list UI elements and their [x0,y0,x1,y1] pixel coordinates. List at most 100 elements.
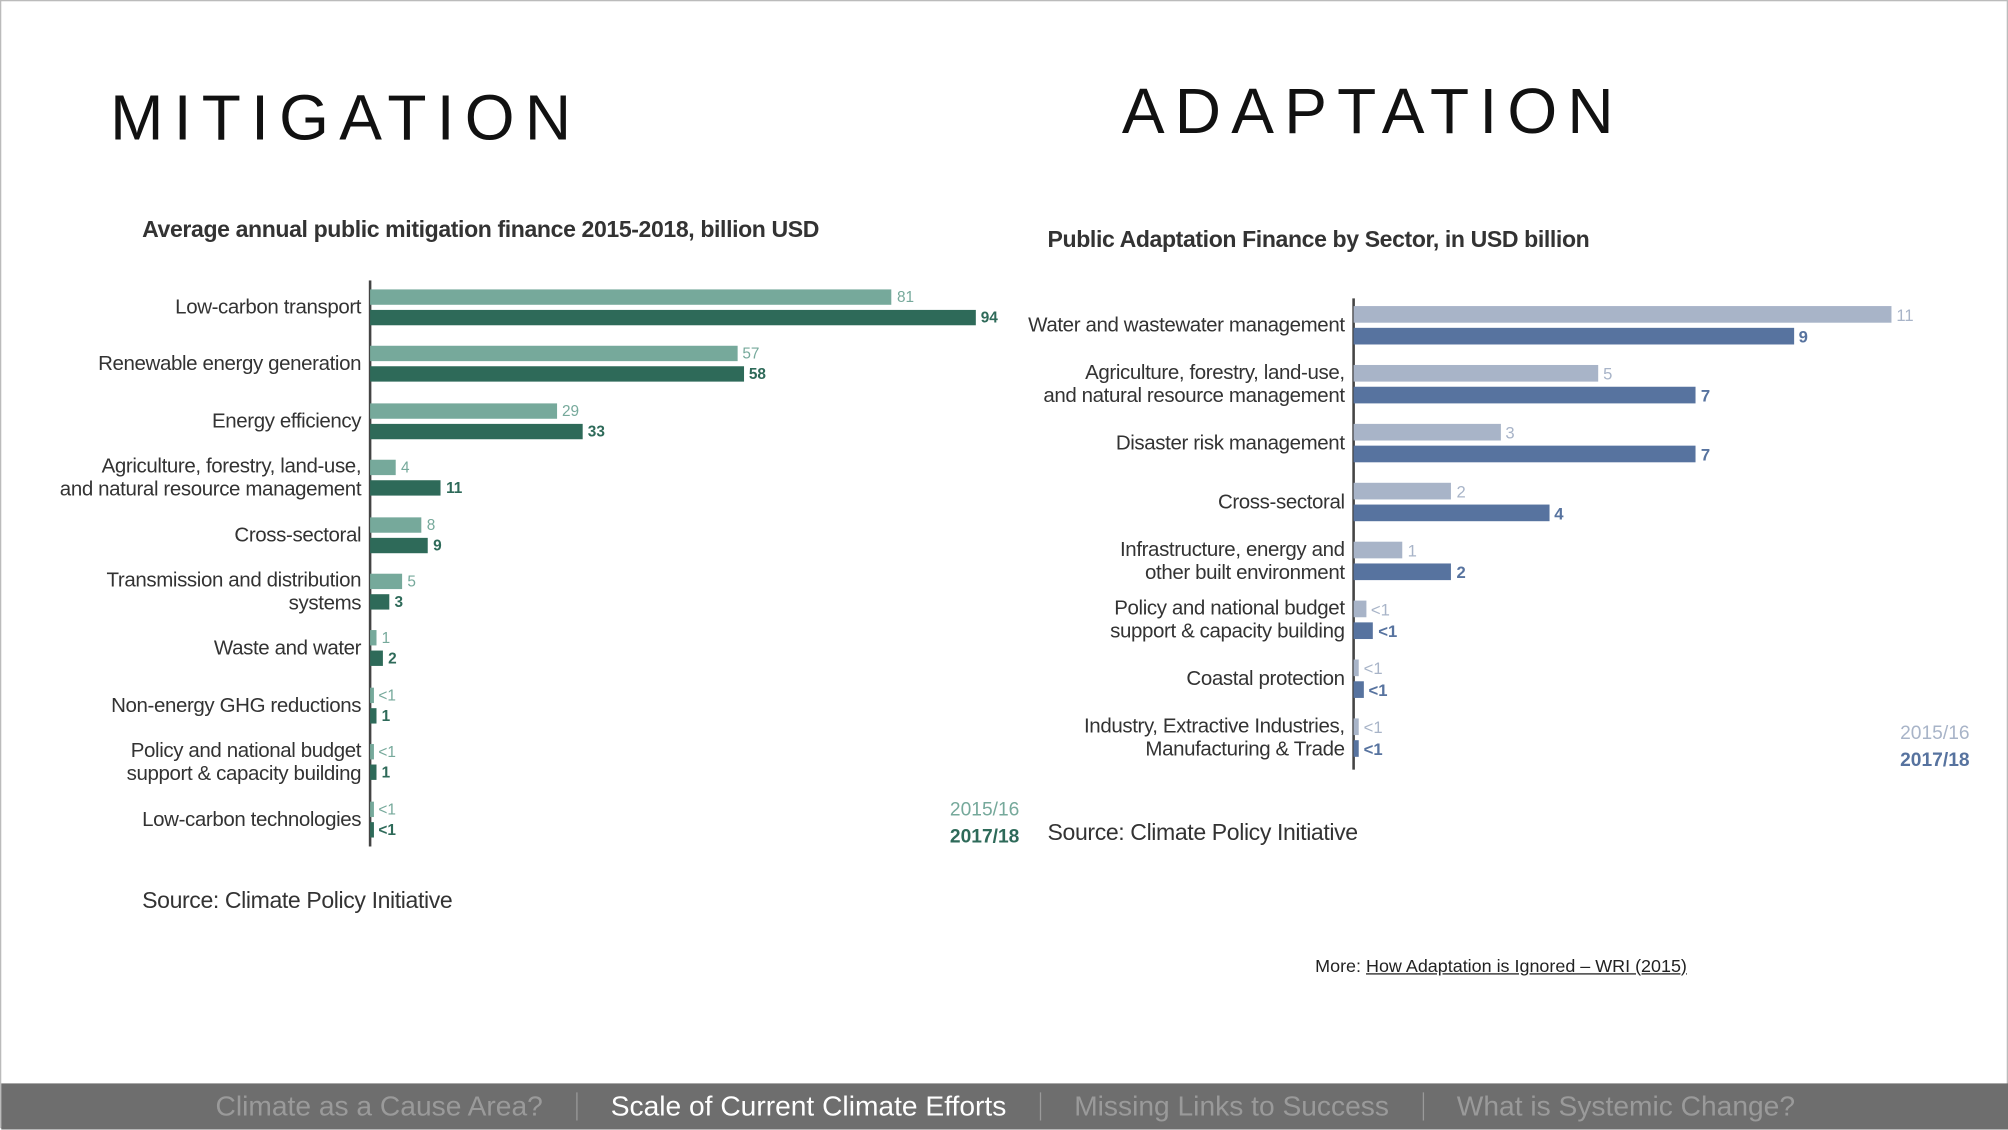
value-label: 3 [1505,422,1515,442]
bar [370,537,429,553]
value-label: 3 [394,592,404,611]
category-label: Infrastructure, energy and other built e… [1119,539,1345,584]
nav-item[interactable]: What is Systemic Change? [1456,1089,1796,1122]
bar [1353,718,1359,736]
category-label: Waste and water [213,638,362,661]
bar [370,309,976,326]
bar [1353,563,1452,581]
value-label: <1 [1370,599,1390,619]
value-label: 2 [388,649,397,668]
bar [1353,482,1452,500]
bar [1353,386,1696,404]
value-label: <1 [1378,621,1398,641]
bar [370,744,374,760]
value-label: <1 [378,742,396,761]
value-label: 5 [407,572,416,591]
value-label: 8 [426,515,436,534]
bar [1353,622,1374,640]
chart-title: Average annual public mitigation finance… [142,216,820,243]
bar [370,480,441,496]
nav-item[interactable]: Scale of Current Climate Efforts [610,1089,1007,1122]
category-label: Low-carbon transport [175,297,362,319]
value-label: 58 [748,365,766,384]
value-label: 94 [980,308,998,327]
bar [1353,364,1598,382]
value-label: 11 [1896,304,1914,324]
category-label: Agriculture, forestry, land-use, and nat… [59,456,362,501]
axis-line [368,280,371,847]
separator [1422,1092,1424,1121]
value-label: <1 [1363,658,1383,678]
value-label: 2 [1456,481,1466,501]
category-label: Renewable energy generation [98,353,362,376]
value-label: 9 [1798,326,1808,346]
bar [1353,600,1366,618]
bar [1353,306,1892,323]
bar [370,764,377,781]
more-note: More: How Adaptation is Ignored – WRI (2… [1315,955,1687,975]
source: Source: Climate Policy Initiative [1047,819,1359,846]
bar [370,346,738,362]
category-label: Policy and national budget support & cap… [126,740,362,786]
bar [1353,423,1501,441]
category-label: Water and wastewater management [1028,315,1345,337]
category-label: Agriculture, forestry, land-use, and nat… [1043,362,1345,408]
bar [1353,541,1403,559]
value-label: <1 [378,686,396,705]
value-label: 7 [1700,444,1711,464]
bar [370,423,583,439]
chart-title: Public Adaptation Finance by Sector, in … [1047,226,1590,253]
bar [1353,740,1359,757]
bar [370,403,557,419]
bar [1353,327,1794,345]
nav-item[interactable]: Climate as a Cause Area? [215,1089,543,1122]
more-link[interactable]: How Adaptation is Ignored – WRI (2015) [1366,955,1687,976]
value-label: 81 [896,288,915,307]
bar [370,516,422,533]
category-label: Policy and national budget support & cap… [1110,598,1345,643]
bar [370,687,374,703]
bar [370,573,403,590]
value-label: 7 [1700,385,1711,405]
category-label: Energy efficiency [212,410,362,433]
value-label: 57 [742,344,760,363]
value-label: <1 [378,799,396,818]
legend-entry: 2017/18 [1900,749,1970,771]
bar [370,459,396,476]
value-label: 29 [562,401,580,420]
bar [1353,681,1364,698]
value-label: <1 [378,820,396,839]
category-label: Coastal protection [1186,668,1345,691]
value-label: 9 [433,536,442,554]
heading: ADAPTATION [1121,75,1624,148]
legend-entry: 2015/16 [1900,722,1970,745]
category-label: Industry, Extractive Industries, Manufac… [1083,715,1345,761]
heading: MITIGATION [110,81,582,154]
category-label: Cross-sectoral [234,524,362,547]
bar [370,801,374,817]
bar [370,707,377,724]
bar [370,821,374,837]
value-label: 5 [1603,363,1613,383]
bar [370,651,383,667]
category-label: Cross-sectoral [1217,491,1345,514]
bar [370,366,744,383]
value-label: 1 [381,629,391,648]
bar [370,630,377,646]
category-label: Non-energy GHG reductions [111,695,362,717]
legend-entry: 2015/16 [949,799,1020,821]
value-label: 4 [1554,503,1564,523]
category-label: Transmission and distribution systems [106,569,362,615]
bar [370,289,892,305]
value-label: <1 [1363,717,1383,737]
bar [1353,659,1359,677]
value-label: 4 [400,458,410,477]
bar [1353,445,1696,463]
separator [1039,1092,1041,1121]
value-label: 11 [446,479,463,498]
value-label: 33 [587,422,605,441]
nav-bar: Climate as a Cause Area? Scale of Curren… [1,1083,2008,1130]
nav-item[interactable]: Missing Links to Success [1074,1089,1389,1122]
category-label: Disaster risk management [1115,432,1345,455]
